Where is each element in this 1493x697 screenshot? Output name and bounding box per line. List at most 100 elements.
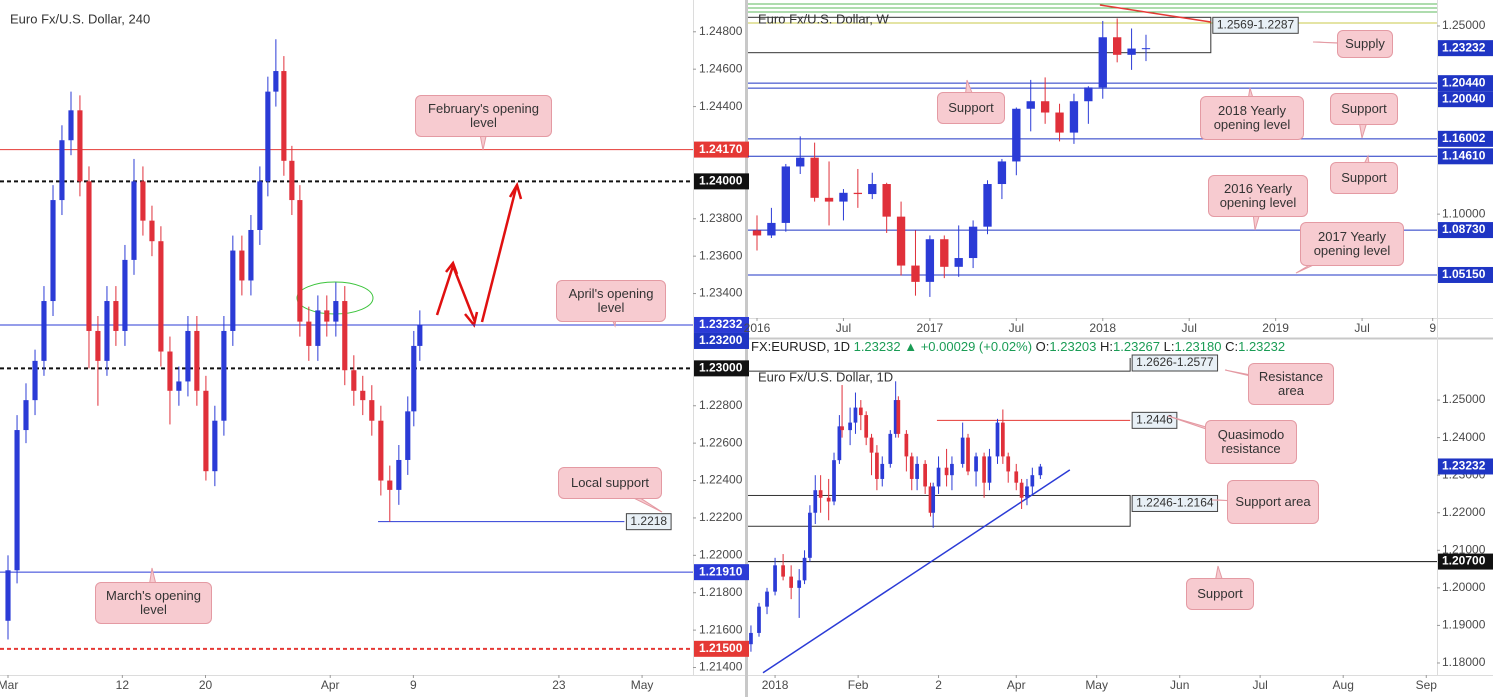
y-tick-label: 1.22000	[1442, 505, 1486, 519]
arrow-head	[508, 181, 523, 200]
callout: Support	[1186, 578, 1254, 610]
candle-body	[411, 345, 417, 412]
callout: Local support	[558, 467, 662, 499]
symbol-header: FX:EURUSD, 1D 1.23232 ▲ +0.00029 (+0.02%…	[751, 339, 1285, 354]
candle-body	[1040, 101, 1050, 113]
candle-body	[14, 430, 20, 571]
candle-body	[1012, 108, 1021, 162]
projection-arrows	[435, 181, 523, 328]
candle-body	[997, 161, 1007, 185]
price-label-box	[1438, 130, 1493, 147]
price-label-box	[1438, 266, 1493, 283]
y-tick-label: 1.19000	[1442, 618, 1486, 632]
arrow-path	[480, 187, 518, 323]
candle-body	[882, 184, 891, 217]
candle-body	[86, 181, 92, 331]
candle-body	[810, 157, 819, 198]
x-tick-label: May	[631, 678, 654, 692]
candle-body	[880, 463, 885, 479]
chart-title: Euro Fx/U.S. Dollar, 240	[10, 11, 150, 26]
candle-body	[122, 259, 128, 331]
x-tick-label: 2017	[917, 321, 944, 335]
ohlc-value: 1.23267	[1113, 339, 1160, 354]
candle-body	[752, 230, 762, 236]
price-label: 1.16002	[1442, 131, 1486, 145]
candle-body	[265, 91, 271, 182]
candle-body	[32, 360, 38, 401]
ohlc-key: L:	[1164, 339, 1175, 354]
candle-body	[140, 181, 146, 221]
last-price: 1.23232	[854, 339, 901, 354]
candle-body	[297, 200, 303, 322]
y-tick-label: 1.23800	[699, 211, 743, 225]
candle-body	[966, 437, 970, 472]
candle-body	[176, 381, 182, 391]
callout: Quasimodo resistance	[1205, 420, 1297, 464]
callout: 2017 Yearly opening level	[1300, 222, 1404, 266]
x-tick-label: Jul	[1252, 678, 1267, 692]
candle-body	[194, 330, 200, 391]
x-tick-label: Apr	[1007, 678, 1026, 692]
candle-body	[212, 420, 218, 472]
candle-body	[931, 486, 936, 513]
plot-area	[0, 39, 693, 650]
candle-body	[864, 415, 869, 438]
candle-body	[767, 222, 776, 236]
callout: 2018 Yearly opening level	[1200, 96, 1304, 140]
level-tag-box	[1212, 16, 1299, 34]
candle-body	[909, 456, 914, 479]
y-tick-label: 1.25000	[1442, 18, 1486, 32]
callout: 2016 Yearly opening level	[1208, 175, 1308, 217]
x-tick-label: 20	[199, 678, 213, 692]
candle-body	[893, 400, 898, 434]
candle-body	[757, 606, 761, 633]
x-tick-label: 2018	[1089, 321, 1116, 335]
candle-body	[868, 184, 877, 195]
candle-body	[95, 330, 101, 361]
level-tag-box	[1131, 354, 1219, 372]
candle-body	[1014, 471, 1019, 483]
price-label-box	[1438, 553, 1493, 570]
candle-body	[789, 576, 794, 588]
symbol: FX:EURUSD, 1D	[751, 339, 850, 354]
candle-body	[306, 321, 312, 346]
level-tag: 1.2446	[1136, 413, 1173, 427]
y-tick-label: 1.20000	[1442, 580, 1486, 594]
candle-body	[888, 433, 893, 464]
level-tag: 1.2218	[630, 514, 667, 528]
candle-body	[982, 456, 986, 483]
callout: Support	[1330, 162, 1398, 194]
price-label-box	[694, 141, 749, 158]
price-label: 1.24170	[699, 142, 743, 156]
price-label-box	[1438, 458, 1493, 475]
candle-body	[936, 467, 941, 487]
plot-area	[748, 3, 1437, 297]
direction: ▲	[904, 339, 917, 354]
candle-body	[342, 301, 348, 371]
candle-body	[396, 459, 402, 490]
price-label-box	[694, 332, 749, 349]
y-tick-label: 1.25000	[1442, 392, 1486, 406]
candle-body	[1019, 482, 1024, 498]
candle-body	[954, 258, 963, 267]
candle-body	[230, 250, 236, 331]
candle-body	[832, 460, 836, 502]
price-label: 1.14610	[1442, 148, 1486, 162]
callout: February's opening level	[415, 95, 552, 137]
candle-body	[1026, 101, 1035, 109]
candle-body	[167, 351, 173, 391]
chart-title: Euro Fx/U.S. Dollar, 1D	[758, 369, 893, 384]
candle-body	[5, 570, 11, 621]
callout: Supply	[1337, 30, 1393, 58]
candle-body	[131, 181, 137, 260]
candle-body	[41, 301, 47, 361]
y-tick-label: 1.22000	[699, 548, 743, 562]
y-tick-label: 1.22400	[699, 473, 743, 487]
price-label-box	[694, 173, 749, 190]
candle-body	[950, 463, 954, 476]
x-tick-label: 2	[935, 678, 942, 692]
x-tick-label: Mar	[0, 678, 18, 692]
trendline	[1099, 4, 1211, 23]
price-label: 1.20440	[1442, 75, 1486, 89]
candle-body	[824, 197, 834, 202]
